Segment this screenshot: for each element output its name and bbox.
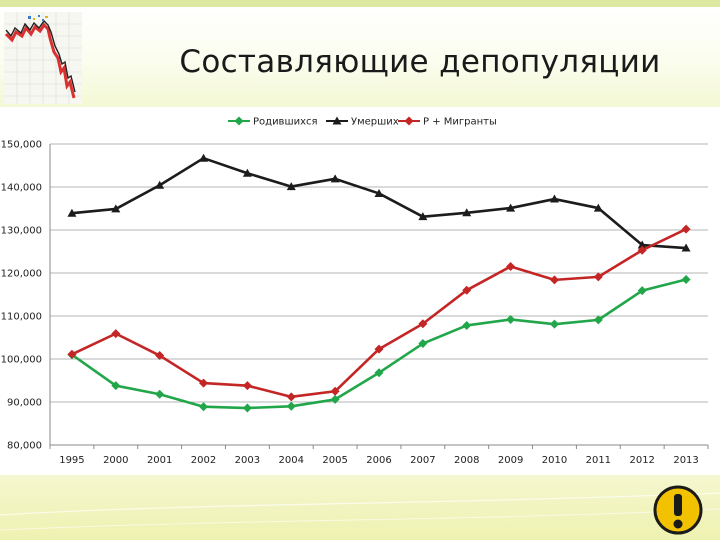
data-point bbox=[242, 168, 252, 177]
data-point bbox=[286, 182, 296, 191]
data-point bbox=[593, 272, 603, 282]
data-point bbox=[330, 394, 340, 404]
data-point bbox=[418, 212, 428, 221]
data-point bbox=[286, 392, 296, 402]
data-point bbox=[462, 285, 472, 295]
x-tick-label: 2008 bbox=[454, 455, 479, 466]
legend-label: Родившихся bbox=[253, 117, 318, 128]
data-point bbox=[681, 274, 691, 284]
x-tick-label: 2013 bbox=[673, 455, 698, 466]
y-axis-ticks: 80,000 90,000 100,000 110,000 120,000 130,000… bbox=[1, 140, 42, 452]
data-point bbox=[681, 243, 691, 252]
y-tick-label: 140,000 bbox=[1, 183, 42, 194]
data-point bbox=[506, 262, 516, 272]
y-tick-label: 110,000 bbox=[1, 312, 42, 323]
x-tick-label: 2002 bbox=[191, 455, 216, 466]
data-point bbox=[404, 116, 414, 126]
data-point bbox=[155, 351, 165, 361]
data-point bbox=[67, 208, 77, 217]
data-point bbox=[286, 401, 296, 411]
data-point bbox=[637, 240, 647, 249]
data-point bbox=[199, 153, 209, 162]
data-point bbox=[462, 208, 472, 217]
data-point bbox=[593, 203, 603, 212]
data-point bbox=[199, 378, 209, 388]
data-point bbox=[418, 319, 428, 329]
series-Р + Мигранты bbox=[67, 224, 691, 402]
series-line bbox=[71, 156, 687, 250]
legend-label: Р + Мигранты bbox=[423, 117, 497, 128]
y-tick-label: 100,000 bbox=[1, 355, 42, 366]
data-point bbox=[234, 116, 244, 126]
data-point bbox=[155, 180, 165, 189]
data-point bbox=[637, 286, 647, 296]
x-tick-label: 2003 bbox=[235, 455, 260, 466]
x-tick-label: 2000 bbox=[103, 455, 128, 466]
x-tick-label: 2010 bbox=[542, 455, 567, 466]
data-point bbox=[681, 224, 691, 234]
x-tick-label: 2001 bbox=[147, 455, 172, 466]
line-chart: Родившихся Умерших Р + Мигранты 80,000 90,0… bbox=[1, 116, 709, 466]
data-point bbox=[374, 368, 384, 378]
y-tick-label: 80,000 bbox=[7, 441, 42, 452]
header-band bbox=[0, 7, 720, 107]
data-point bbox=[67, 349, 77, 359]
legend-item: Р + Мигранты bbox=[398, 116, 497, 128]
x-axis-ticks: 1995 2000 2001 2002 2003 2004 2005 2006 2007 2008… bbox=[59, 455, 699, 466]
data-point bbox=[111, 329, 121, 339]
x-tick-label: 2012 bbox=[629, 455, 654, 466]
x-tick-label: 2007 bbox=[410, 455, 435, 466]
series-line bbox=[71, 278, 687, 410]
top-accent-strip bbox=[0, 0, 720, 7]
data-point bbox=[330, 174, 340, 183]
data-point bbox=[155, 389, 165, 399]
exclamation-icon bbox=[653, 485, 703, 535]
data-point bbox=[549, 319, 559, 329]
y-tick-label: 150,000 bbox=[1, 140, 42, 151]
legend-item: Умерших bbox=[326, 116, 399, 128]
data-point bbox=[418, 339, 428, 349]
data-point bbox=[111, 204, 121, 213]
data-point bbox=[111, 381, 121, 391]
series-Родившихся bbox=[67, 274, 691, 413]
data-point bbox=[549, 194, 559, 203]
data-point bbox=[506, 203, 516, 212]
x-tick-label: 1995 bbox=[59, 455, 84, 466]
data-point bbox=[374, 188, 384, 197]
chart-series bbox=[67, 153, 691, 413]
data-point bbox=[242, 403, 252, 413]
data-point bbox=[330, 386, 340, 396]
data-point bbox=[549, 275, 559, 285]
data-point bbox=[332, 116, 342, 125]
x-tick-label: 2004 bbox=[279, 455, 304, 466]
data-point bbox=[506, 314, 516, 324]
x-tick-label: 2011 bbox=[586, 455, 611, 466]
chart-legend: Родившихся Умерших Р + Мигранты bbox=[228, 116, 497, 128]
data-point bbox=[637, 245, 647, 255]
data-point bbox=[374, 344, 384, 354]
data-point bbox=[462, 320, 472, 330]
legend-item: Родившихся bbox=[228, 116, 318, 128]
x-tick-label: 2005 bbox=[322, 455, 347, 466]
slide-title: Составляющие депопуляции bbox=[179, 44, 661, 80]
legend-label: Умерших bbox=[351, 117, 399, 128]
chart-grid bbox=[49, 143, 709, 449]
data-point bbox=[242, 381, 252, 391]
x-tick-label: 2006 bbox=[366, 455, 391, 466]
y-tick-label: 90,000 bbox=[7, 398, 42, 409]
series-Умерших bbox=[67, 153, 691, 252]
data-point bbox=[199, 402, 209, 412]
data-point bbox=[593, 315, 603, 325]
falling-graph-icon bbox=[4, 12, 82, 104]
x-tick-label: 2009 bbox=[498, 455, 523, 466]
footer-band bbox=[0, 475, 720, 540]
y-tick-label: 120,000 bbox=[1, 269, 42, 280]
y-tick-label: 130,000 bbox=[1, 226, 42, 237]
